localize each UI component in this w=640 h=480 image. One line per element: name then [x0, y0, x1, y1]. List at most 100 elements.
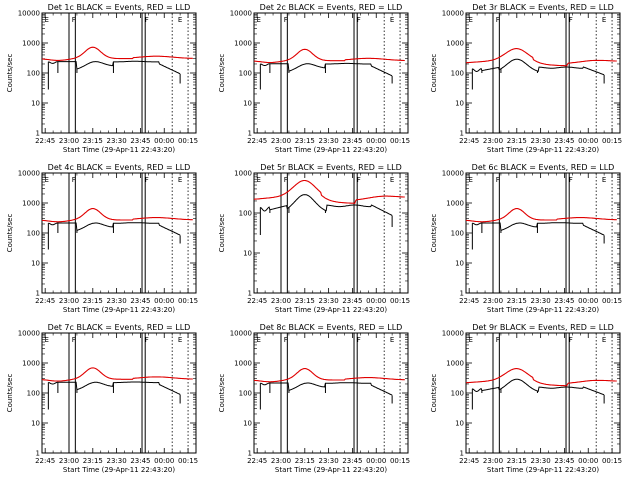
y-tick-label: 100 [239, 70, 252, 78]
panel-title: Det 9r BLACK = Events, RED = LLD [472, 323, 614, 332]
events-series-line [472, 58, 605, 76]
marker-label: E [45, 336, 49, 344]
y-tick-label: 1000 [234, 170, 252, 178]
y-tick-label: 1000 [22, 360, 40, 368]
lld-series-line [42, 46, 193, 61]
marker-label: F [569, 176, 573, 184]
x-tick-label: 23:00 [483, 457, 503, 465]
x-tick-label: 23:00 [59, 457, 79, 465]
y-tick-label: 100 [239, 210, 252, 218]
x-axis-label: Start Time (29-Apr-11 22:43:20) [487, 146, 599, 154]
x-tick-label: 00:00 [154, 137, 174, 145]
x-tick-label: 22:45 [459, 297, 479, 305]
lld-series-line [41, 367, 193, 382]
events-series-line [48, 222, 181, 236]
y-axis-label: Counts/sec [218, 214, 226, 253]
x-tick-label: 23:15 [83, 297, 103, 305]
lld-series-line [253, 179, 405, 204]
y-tick-label: 10000 [18, 10, 40, 18]
x-tick-label: 00:15 [602, 457, 622, 465]
x-tick-label: 22:45 [35, 137, 55, 145]
chart-panel-3r: Det 3r BLACK = Events, RED = LLD 1 10 100 10… [430, 3, 622, 154]
chart-panel-1c: Det 1c BLACK = Events, RED = LLD 1 10 100 10… [6, 3, 198, 154]
y-tick-label: 1 [460, 450, 464, 458]
x-tick-label: 23:00 [483, 297, 503, 305]
x-tick-label: 22:45 [459, 137, 479, 145]
x-tick-label: 22:45 [35, 457, 55, 465]
marker-label: F [357, 176, 361, 184]
chart-panel-2c: Det 2c BLACK = Events, RED = LLD 1 10 100 10… [218, 3, 410, 154]
panel-title: Det 5r BLACK = Events, RED = LLD [260, 163, 402, 172]
marker-label: F [496, 176, 500, 184]
events-series-line [472, 378, 605, 396]
y-tick-label: 10 [455, 100, 464, 108]
y-tick-label: 1 [248, 290, 252, 298]
lld-series-line [42, 208, 193, 223]
y-tick-label: 10 [455, 260, 464, 268]
panel-title: Det 1c BLACK = Events, RED = LLD [48, 3, 191, 12]
x-tick-label: 23:45 [130, 457, 150, 465]
y-tick-label: 10000 [230, 330, 252, 338]
y-tick-label: 100 [27, 70, 40, 78]
y-tick-label: 10 [455, 420, 464, 428]
plot-frame [465, 12, 621, 134]
y-tick-label: 10 [243, 420, 252, 428]
y-tick-label: 1000 [234, 40, 252, 48]
x-tick-label: 22:45 [247, 137, 267, 145]
y-tick-label: 10 [31, 100, 40, 108]
plot-frame [253, 332, 409, 454]
x-tick-label: 00:00 [366, 457, 386, 465]
marker-label: E [45, 176, 49, 184]
marker-label: E [45, 16, 49, 24]
x-tick-label: 23:15 [507, 137, 527, 145]
x-tick-label: 23:30 [319, 137, 339, 145]
x-tick-label: 00:15 [178, 137, 198, 145]
x-tick-label: 00:15 [390, 457, 410, 465]
x-axis-label: Start Time (29-Apr-11 22:43:20) [63, 306, 175, 314]
x-tick-label: 23:45 [554, 297, 574, 305]
x-tick-label: 23:45 [342, 137, 362, 145]
panel-title: Det 4c BLACK = Events, RED = LLD [48, 163, 191, 172]
chart-panel-6c: Det 6c BLACK = Events, RED = LLD 1 10 100 10… [430, 163, 622, 314]
x-tick-label: 00:15 [390, 297, 410, 305]
x-tick-label: 23:30 [531, 457, 551, 465]
marker-label: F [569, 336, 573, 344]
y-tick-label: 1 [36, 290, 40, 298]
marker-label: E [178, 176, 182, 184]
y-tick-label: 1 [248, 130, 252, 138]
x-tick-label: 00:15 [390, 137, 410, 145]
x-tick-label: 22:45 [247, 297, 267, 305]
chart-panel-7c: Det 7c BLACK = Events, RED = LLD 1 10 100 10… [6, 323, 198, 474]
x-tick-label: 23:30 [107, 297, 127, 305]
plot-frame [253, 172, 409, 294]
marker-label: E [390, 176, 394, 184]
y-tick-label: 1000 [446, 200, 464, 208]
events-series-line [260, 194, 393, 216]
y-axis-label: Counts/sec [430, 214, 438, 253]
marker-label: E [390, 16, 394, 24]
x-tick-label: 23:30 [531, 297, 551, 305]
y-tick-label: 1 [36, 130, 40, 138]
marker-label: F [72, 16, 76, 24]
y-tick-label: 10 [31, 420, 40, 428]
y-axis-label: Counts/sec [430, 374, 438, 413]
marker-label: E [602, 16, 606, 24]
y-tick-label: 10000 [442, 10, 464, 18]
marker-label: E [257, 176, 261, 184]
marker-label: F [496, 336, 500, 344]
marker-label: E [390, 336, 394, 344]
chart-panel-4c: Det 4c BLACK = Events, RED = LLD 1 10 100 10… [6, 163, 198, 314]
x-tick-label: 22:45 [247, 457, 267, 465]
x-tick-label: 00:00 [578, 137, 598, 145]
x-tick-label: 23:15 [507, 297, 527, 305]
marker-label: E [469, 336, 473, 344]
panel-title: Det 3r BLACK = Events, RED = LLD [472, 3, 614, 12]
y-tick-label: 1 [460, 130, 464, 138]
y-tick-label: 10000 [230, 10, 252, 18]
x-axis-label: Start Time (29-Apr-11 22:43:20) [63, 146, 175, 154]
chart-panel-9r: Det 9r BLACK = Events, RED = LLD 1 10 100 10… [430, 323, 622, 474]
x-tick-label: 23:45 [342, 297, 362, 305]
x-tick-label: 22:45 [35, 297, 55, 305]
y-axis-label: Counts/sec [6, 214, 14, 253]
